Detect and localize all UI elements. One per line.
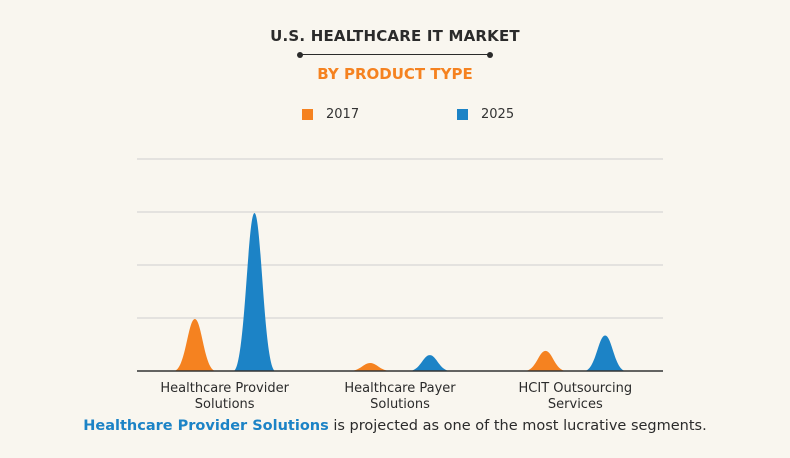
chart-title: U.S. HEALTHCARE IT MARKET	[270, 27, 520, 45]
x-tick-label: Healthcare Payer	[344, 381, 456, 396]
caption-text: is projected as one of the most lucrativ…	[328, 418, 707, 434]
x-tick-label: Services	[548, 397, 603, 412]
x-tick-label: Solutions	[195, 397, 255, 412]
x-tick-label: Healthcare Provider	[160, 381, 289, 396]
peak-2025-2	[408, 355, 451, 371]
legend-label-2017: 2017	[326, 107, 360, 122]
x-tick-label: HCIT Outsourcing	[519, 381, 633, 396]
legend-item-2025: 2025	[457, 107, 514, 122]
legend-swatch-2017	[302, 109, 313, 120]
peak-2025-1	[233, 213, 276, 371]
legend-swatch-2025	[457, 109, 468, 120]
peak-2025-3	[584, 335, 627, 371]
caption: Healthcare Provider Solutions is project…	[0, 418, 790, 434]
x-tick-label: Solutions	[370, 397, 430, 412]
divider-left-dot	[297, 51, 303, 58]
peak-2017-2	[349, 363, 392, 371]
legend-label-2025: 2025	[481, 107, 515, 122]
chart-subtitle: BY PRODUCT TYPE	[317, 65, 473, 83]
caption-highlight: Healthcare Provider Solutions	[83, 418, 329, 434]
peak-2017-1	[173, 319, 216, 371]
divider-right-dot	[487, 51, 493, 58]
legend-item-2017: 2017	[302, 107, 359, 122]
peak-2017-3	[524, 350, 567, 371]
title-divider	[297, 51, 493, 58]
